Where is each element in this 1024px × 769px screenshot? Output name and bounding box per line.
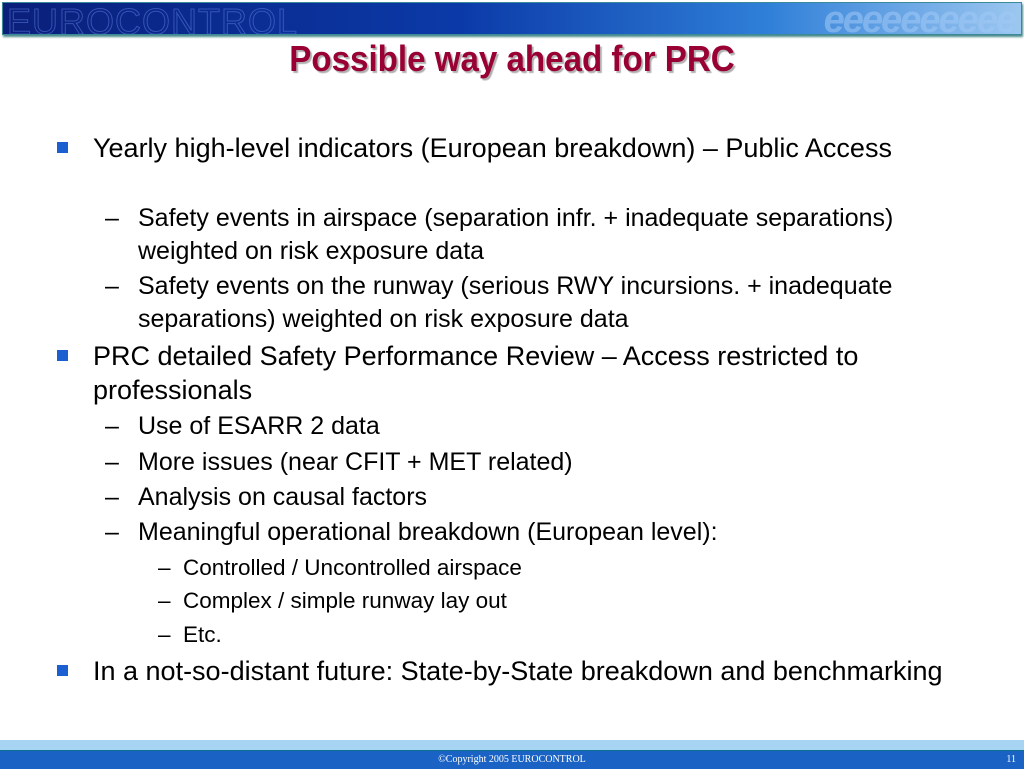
copyright-text: ©Copyright 2005 EUROCONTROL <box>438 754 586 765</box>
dash-icon: – <box>105 272 119 300</box>
sub-bullet-text: More issues (near CFIT + MET related) <box>138 448 573 476</box>
bullet-text: Yearly high-level indicators (European b… <box>93 133 892 163</box>
bullet-text: In a not-so-distant future: State-by-Sta… <box>93 656 943 686</box>
sub-bullet-item: – Meaningful operational breakdown (Euro… <box>105 516 938 549</box>
sub-sub-bullet-text: Etc. <box>183 622 222 647</box>
sub-bullet-text: Use of ESARR 2 data <box>138 412 380 440</box>
sub-bullet-item: – Safety events in airspace (separation … <box>105 202 938 268</box>
sub-sub-bullet-text: Controlled / Uncontrolled airspace <box>183 555 522 580</box>
sub-bullet-item: – Safety events on the runway (serious R… <box>105 270 938 336</box>
eurocontrol-banner: EUROCONTROL eeeeeeeeee <box>2 2 1022 35</box>
sub-bullet-text: Safety events in airspace (separation in… <box>138 204 894 265</box>
sub-bullet-text: Safety events on the runway (serious RWY… <box>138 272 893 333</box>
square-bullet-icon <box>57 665 68 676</box>
sub-bullet-item: – Analysis on causal factors <box>105 481 938 514</box>
sub-bullet-item: – Use of ESARR 2 data <box>105 410 938 443</box>
dash-icon: – <box>105 412 119 440</box>
bullet-item: Yearly high-level indicators (European b… <box>57 131 973 165</box>
sub-bullet-text: Analysis on causal factors <box>138 483 428 511</box>
page-number: 11 <box>1006 754 1016 765</box>
sub-sub-bullet-item: – Controlled / Uncontrolled airspace <box>158 553 883 583</box>
sub-bullet-text: Meaningful operational breakdown (Europe… <box>138 518 718 546</box>
bullet-item: PRC detailed Safety Performance Review –… <box>57 339 973 407</box>
banner-e-pattern: eeeeeeeeee <box>823 2 1017 35</box>
square-bullet-icon <box>57 142 68 153</box>
sub-sub-bullet-item: – Complex / simple runway lay out <box>158 586 883 616</box>
sub-bullet-item: – More issues (near CFIT + MET related) <box>105 446 938 479</box>
dash-icon: – <box>105 448 119 476</box>
sub-sub-bullet-item: – Etc. <box>158 620 883 650</box>
square-bullet-icon <box>57 350 68 361</box>
bullet-item: In a not-so-distant future: State-by-Sta… <box>57 654 973 688</box>
bullet-text: PRC detailed Safety Performance Review –… <box>93 341 859 405</box>
dash-icon: – <box>158 588 171 613</box>
footer: ©Copyright 2005 EUROCONTROL 11 <box>0 750 1024 769</box>
footer-decoration <box>0 740 1024 750</box>
dash-icon: – <box>105 204 119 232</box>
dash-icon: – <box>105 483 119 511</box>
dash-icon: – <box>158 622 171 647</box>
dash-icon: – <box>105 518 119 546</box>
eurocontrol-logo: EUROCONTROL <box>6 2 299 35</box>
sub-sub-bullet-text: Complex / simple runway lay out <box>183 588 507 613</box>
slide-title: Possible way ahead for PRC <box>289 38 735 79</box>
dash-icon: – <box>158 555 171 580</box>
